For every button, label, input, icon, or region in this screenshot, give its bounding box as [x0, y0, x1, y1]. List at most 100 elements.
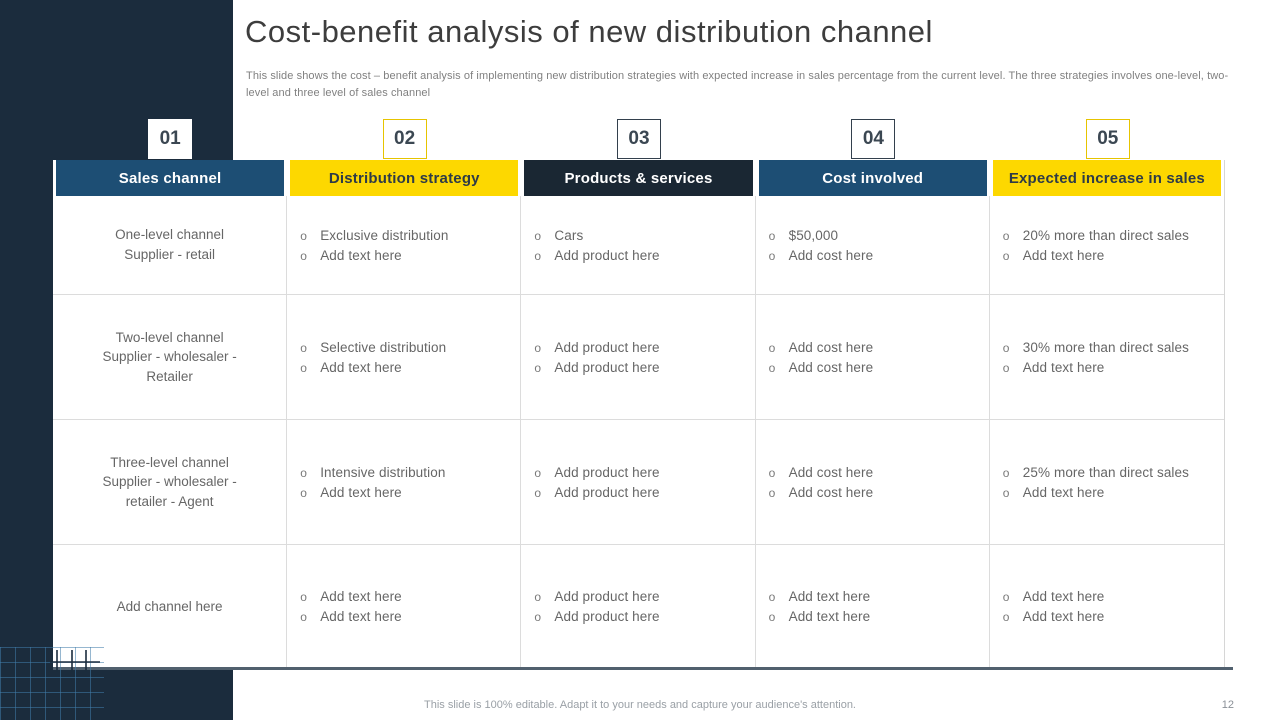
bullet-item: o Add product here [534, 340, 748, 355]
slide-footer-note: This slide is 100% editable. Adapt it to… [424, 699, 856, 711]
bullet-text: Add product here [554, 359, 660, 375]
bullet-text: Add product here [554, 589, 660, 604]
hash-lines-icon [50, 650, 100, 672]
bullet-text: Add text here [1022, 484, 1105, 500]
bullet-marker-icon: o [300, 465, 307, 480]
column-header-sales-channel: Sales channel [56, 160, 285, 196]
bullet-cell: o Cars o Add product here [521, 196, 756, 295]
bullet-item: o Add cost here [769, 340, 983, 355]
bullet-marker-icon: o [300, 485, 307, 500]
bullet-item: o Add text here [300, 248, 514, 263]
bullet-text: Add cost here [788, 484, 874, 500]
bullet-marker-icon: o [534, 590, 542, 604]
bullet-cell: o 25% more than direct sales o Add text her… [989, 420, 1224, 545]
bullet-text: Add product here [554, 609, 660, 624]
bullet-text: $50,000 [788, 227, 839, 243]
bullet-marker-icon: o [768, 590, 776, 604]
bullet-marker-icon: o [1002, 485, 1010, 500]
bullet-text: 20% more than direct sales [1022, 227, 1189, 243]
channel-cell: Three-level channel Supplier - wholesaler… [53, 420, 288, 545]
bullet-cell: o Add product here o Add product here [521, 295, 756, 420]
bullet-cell: o 20% more than direct sales o Add text her… [989, 196, 1224, 295]
slide-title: Cost-benefit analysis of new distributio… [245, 14, 933, 49]
bullet-item: o Add product here [534, 465, 748, 480]
step-badges-row: 01 02 03 04 05 [53, 119, 1225, 160]
bullet-marker-icon: o [1002, 465, 1010, 480]
bullet-marker-icon: o [768, 248, 776, 263]
bullet-text: Cars [554, 227, 584, 243]
column-header-cell: Sales channel [53, 160, 287, 196]
column-header-cell: Expected increase in sales [990, 160, 1224, 196]
bullet-cell: o 30% more than direct sales o Add text her… [989, 295, 1224, 420]
bullet-text: Add text here [320, 589, 402, 604]
bullet-cell: o Add text here o Add text here [287, 545, 522, 668]
bullet-marker-icon: o [768, 340, 776, 355]
bullet-item: o Add text here [300, 609, 514, 624]
column-header-cost-involved: Cost involved [758, 160, 987, 196]
channel-line: Supplier - retail [124, 247, 215, 262]
bullet-text: Selective distribution [320, 339, 447, 355]
bullet-marker-icon: o [300, 360, 307, 375]
channel-line: retailer - Agent [125, 493, 214, 509]
bullet-cell: o Intensive distribution o Add text here [287, 420, 522, 545]
bullet-text: Add cost here [788, 464, 874, 480]
cost-benefit-table: 01 02 03 04 05 Sales channel Distribution str… [53, 119, 1225, 668]
page-number: 12 [1221, 699, 1234, 711]
bullet-marker-icon: o [1002, 248, 1010, 263]
bullet-text: Add cost here [788, 339, 874, 355]
channel-line: Two-level channel [115, 329, 224, 345]
bullet-item: o Add product here [534, 609, 748, 624]
bullet-item: o Add text here [769, 589, 983, 604]
bullet-item: o 30% more than direct sales [1003, 340, 1218, 355]
bullet-text: Add text here [788, 589, 871, 604]
bullet-item: o Add text here [769, 609, 983, 624]
bullet-text: Add text here [1022, 247, 1105, 263]
bullet-item: o $50,000 [769, 228, 983, 243]
bullet-cell: o Selective distribution o Add text here [287, 295, 522, 420]
bullet-cell: o Exclusive distribution o Add text here [287, 196, 522, 295]
bullet-marker-icon: o [534, 465, 542, 480]
top-left-accent-block [0, 0, 233, 160]
bullet-text: Add text here [1022, 359, 1105, 375]
bullet-item: o Exclusive distribution [300, 228, 514, 243]
column-header-expected-increase-in-sales: Expected increase in sales [992, 160, 1221, 196]
bullet-cell: o $50,000 o Add cost here [755, 196, 990, 295]
bullet-item: o Add text here [1003, 609, 1218, 624]
channel-line: Three-level channel [110, 454, 229, 470]
bullet-marker-icon: o [1002, 590, 1010, 604]
bullet-item: o Add product here [534, 360, 748, 375]
bullet-marker-icon: o [534, 248, 542, 263]
bullet-item: o Add text here [1003, 485, 1218, 500]
column-header-products-services: Products & services [524, 160, 753, 196]
bullet-marker-icon: o [768, 485, 776, 500]
step-badge-04: 04 [851, 119, 896, 159]
channel-line: Retailer [146, 368, 193, 384]
bullet-cell: o Add cost here o Add cost here [755, 295, 990, 420]
bullet-marker-icon: o [768, 465, 776, 480]
channel-line: One-level channel [115, 227, 224, 243]
bullet-item: o Add text here [300, 589, 514, 604]
bullet-marker-icon: o [300, 248, 307, 263]
column-header-cell: Products & services [521, 160, 755, 196]
bullet-text: Exclusive distribution [320, 227, 449, 243]
bullet-text: Add cost here [788, 359, 874, 375]
bullet-item: o Add product here [534, 485, 748, 500]
bullet-marker-icon: o [534, 485, 542, 500]
bullet-marker-icon: o [534, 228, 542, 243]
bullet-text: Add text here [320, 359, 402, 375]
column-header-distribution-strategy: Distribution strategy [290, 160, 519, 196]
step-badge-05: 05 [1085, 119, 1130, 159]
bullet-marker-icon: o [1002, 340, 1010, 355]
bullet-cell: o Add product here o Add product here [521, 545, 756, 668]
bullet-item: o Add text here [1003, 248, 1218, 263]
table-bottom-border [53, 667, 1233, 670]
bullet-cell: o Add text here o Add text here [755, 545, 990, 668]
bullet-marker-icon: o [534, 360, 542, 375]
step-badge-02: 02 [382, 119, 427, 159]
bullet-item: o Cars [534, 228, 748, 243]
bullet-cell: o Add product here o Add product here [521, 420, 756, 545]
bullet-cell: o Add cost here o Add cost here [755, 420, 990, 545]
bullet-item: o Selective distribution [300, 340, 514, 355]
bullet-item: o Add cost here [769, 465, 983, 480]
